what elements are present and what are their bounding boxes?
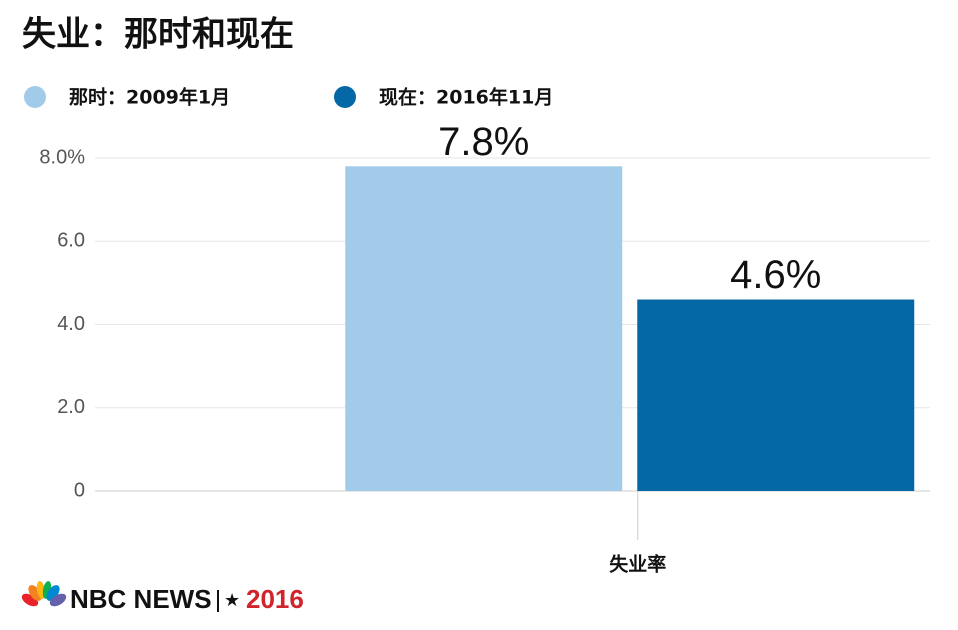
legend-swatch [24, 86, 46, 108]
legend-label: 现在：2016年11月 [379, 86, 553, 109]
logo: NBC NEWS ★ 2016 [21, 581, 304, 614]
bar [345, 166, 623, 491]
peacock-icon [21, 581, 67, 607]
y-tick-label: 8.0% [39, 146, 85, 168]
legend-label: 那时：2009年1月 [69, 86, 230, 109]
y-tick-label: 0 [74, 479, 85, 501]
edition: 2016 [246, 584, 304, 614]
value-label: 7.8% [438, 120, 529, 164]
star: ★ [224, 590, 240, 611]
bar [637, 299, 915, 491]
value-label: 4.6% [730, 253, 821, 297]
y-tick-label: 2.0 [57, 396, 85, 418]
source: NBC NEWS [70, 584, 212, 614]
y-tick-label: 6.0 [57, 230, 85, 252]
chart-title: 失业：那时和现在 [22, 15, 294, 55]
legend-swatch [334, 86, 356, 108]
x-tick-label: 失业率 [609, 553, 666, 576]
y-tick-label: 4.0 [57, 313, 85, 335]
